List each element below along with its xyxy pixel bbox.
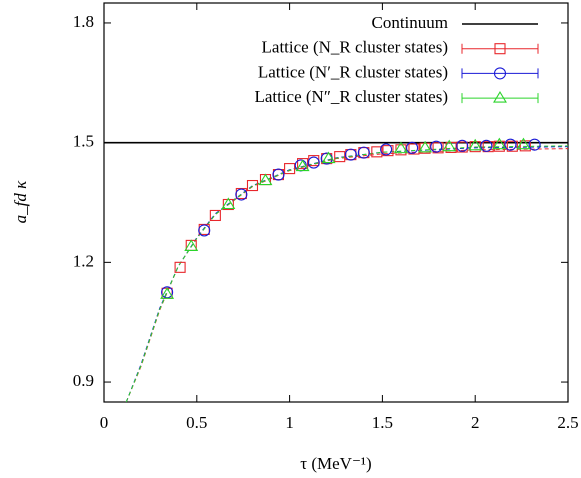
fit-curve: [125, 148, 568, 402]
circle-marker: [528, 138, 541, 151]
square-marker: [272, 169, 285, 181]
y-tick-label: 1.8: [73, 12, 94, 31]
circle-marker: [198, 224, 211, 237]
circle-marker: [272, 168, 285, 181]
x-tick-label: 1: [285, 413, 294, 432]
triangle-marker: [258, 173, 273, 186]
plot-frame: [103, 2, 569, 403]
x-tick-label: 0.5: [186, 413, 207, 432]
square-marker: [284, 163, 296, 175]
square-marker: [445, 141, 457, 153]
circle-marker: [480, 139, 493, 152]
square-marker: [246, 179, 259, 192]
triangle-marker: [321, 151, 336, 164]
triangle-marker: [418, 140, 433, 153]
square-marker: [469, 141, 481, 153]
triangle-marker: [221, 197, 236, 210]
circle-marker: [235, 188, 248, 201]
square-marker: [395, 144, 407, 156]
legend-marker: [494, 43, 506, 55]
square-marker: [506, 140, 518, 152]
fit-curve: [125, 146, 568, 402]
square-marker: [334, 151, 346, 163]
x-tick-label: 2.5: [557, 413, 578, 432]
legend-label: Lattice (N′_R cluster states): [258, 62, 448, 81]
x-tick-label: 2: [471, 413, 480, 432]
circle-marker: [344, 148, 357, 161]
triangle-marker: [516, 137, 531, 150]
square-marker: [371, 146, 383, 158]
square-marker: [432, 142, 444, 154]
circle-marker: [380, 143, 393, 156]
x-axis-label: τ (MeV⁻¹): [300, 454, 371, 473]
square-marker: [345, 149, 357, 161]
x-tick-label: 0: [100, 413, 109, 432]
x-tick-label: 1.5: [372, 413, 393, 432]
y-tick-label: 1.2: [73, 251, 94, 270]
legend-marker: [493, 67, 507, 80]
circle-marker: [307, 156, 320, 169]
circle-marker: [456, 139, 469, 152]
circle-marker: [357, 146, 370, 159]
circle-marker: [504, 138, 517, 151]
square-marker: [209, 209, 221, 222]
legend-label: Continuum: [371, 13, 448, 32]
triangle-marker: [295, 159, 310, 172]
plot-area: [104, 137, 568, 402]
square-marker: [419, 142, 431, 154]
circle-marker: [430, 140, 443, 153]
triangle-marker: [160, 287, 175, 299]
square-marker: [408, 143, 420, 155]
y-tick-label: 1.5: [73, 132, 94, 151]
triangle-marker: [393, 141, 408, 154]
y-axis-label: a_fd κ: [11, 180, 30, 223]
legend-label: Lattice (N″_R cluster states): [254, 87, 448, 106]
legend-marker: [493, 91, 507, 103]
square-marker: [382, 145, 394, 157]
fit-curve: [125, 145, 568, 402]
square-marker: [482, 141, 494, 153]
square-marker: [297, 158, 309, 170]
triangle-marker: [468, 138, 483, 151]
square-marker: [174, 261, 186, 273]
y-tick-label: 0.9: [73, 371, 94, 390]
triangle-marker: [442, 139, 457, 152]
triangle-marker: [184, 239, 199, 251]
circle-marker: [406, 141, 419, 154]
triangle-marker: [492, 137, 507, 150]
legend-label: Lattice (N_R cluster states): [262, 38, 448, 57]
